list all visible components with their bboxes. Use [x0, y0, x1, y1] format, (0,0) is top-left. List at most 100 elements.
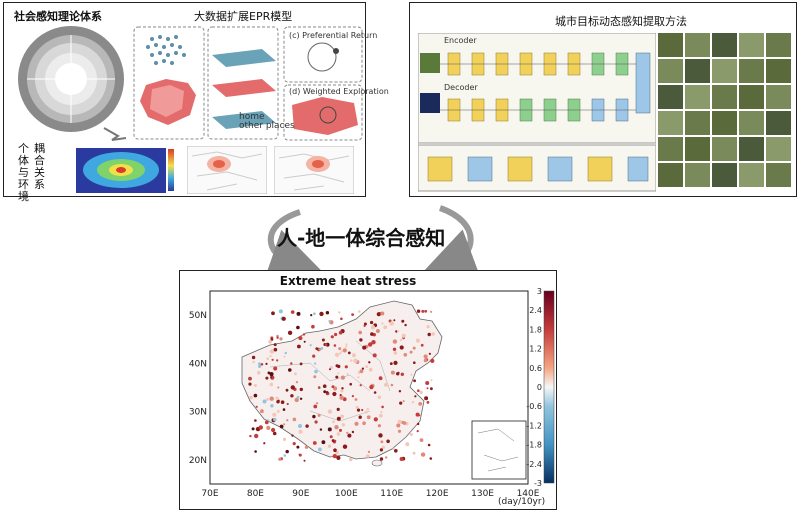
station-dot: [272, 412, 277, 417]
colorbar: [543, 290, 555, 484]
preferential-return-label: (c) Preferential Return: [289, 31, 378, 40]
station-dot: [363, 324, 366, 327]
map-unit-label: (day/10yr): [498, 497, 546, 507]
result-thumbnail: [658, 59, 683, 83]
station-dot: [378, 433, 383, 438]
station-dot: [410, 373, 413, 376]
station-dot: [328, 320, 331, 323]
result-thumbnail: [739, 137, 764, 161]
station-dot: [283, 454, 287, 457]
colorbar-tick-label: 1.8: [529, 325, 542, 334]
station-dot: [399, 345, 404, 350]
density-heatmap-1: [76, 148, 166, 193]
station-dot: [417, 422, 420, 426]
station-dot: [260, 363, 264, 366]
station-dot: [290, 310, 295, 314]
colorbar-tick-label: -3: [534, 479, 542, 488]
legend-other-label: other places: [239, 121, 295, 131]
station-dot: [373, 417, 378, 422]
station-dot: [265, 376, 269, 380]
station-dot: [322, 384, 327, 388]
station-dot: [327, 427, 332, 432]
station-dots: [248, 309, 435, 462]
station-dot: [339, 352, 342, 355]
coupling-label: 耦合关系: [34, 142, 45, 191]
colorbar-ticks: 3 2.4 1.8 1.2 0.6 0 -0.6 -1.2 -1.8 -2.4 -3: [526, 287, 542, 488]
station-dot: [413, 379, 416, 383]
station-dot: [254, 450, 257, 453]
station-dot: [335, 375, 339, 379]
station-dot: [332, 420, 335, 424]
weighted-exploration-label: (d) Weighted Exploration: [289, 87, 389, 96]
station-dot: [258, 425, 263, 430]
station-dot: [340, 414, 344, 419]
station-dot: [366, 415, 371, 420]
station-dot: [339, 428, 342, 432]
result-thumbnail: [712, 163, 737, 187]
station-dot: [358, 330, 362, 335]
station-dot: [273, 417, 277, 422]
result-thumbnail: [739, 59, 764, 83]
station-dot: [249, 395, 253, 400]
station-dot: [368, 367, 373, 372]
station-dot: [430, 310, 433, 313]
station-dot: [273, 347, 278, 352]
station-dot: [321, 338, 325, 342]
station-dot: [420, 343, 424, 347]
station-dot: [347, 433, 352, 438]
station-dot: [292, 442, 296, 446]
china-outline: [241, 300, 443, 460]
x-tick-label: 120E: [426, 489, 449, 499]
station-dot: [296, 445, 300, 449]
result-thumbnail: [658, 33, 683, 57]
station-dot: [370, 332, 374, 336]
station-dot: [314, 362, 317, 365]
station-dot: [249, 434, 252, 438]
station-dot: [332, 391, 337, 397]
station-dot: [260, 409, 264, 414]
station-dot: [399, 457, 404, 461]
station-dot: [421, 309, 425, 313]
station-dot: [371, 340, 376, 345]
station-dot: [381, 322, 384, 325]
station-dot: [304, 445, 309, 449]
station-dot: [389, 362, 393, 365]
station-dot: [312, 441, 317, 445]
y-tick-label: 30N: [189, 408, 207, 418]
station-dot: [312, 414, 316, 419]
station-dot: [393, 351, 398, 355]
station-dot: [284, 351, 287, 355]
result-thumbnail: [766, 111, 791, 135]
epr-model-diagram: [133, 26, 363, 141]
station-dot: [283, 355, 286, 358]
station-dot: [390, 383, 394, 387]
station-dot: [370, 325, 376, 330]
station-dot: [272, 431, 277, 436]
station-dot: [351, 353, 356, 358]
result-thumbnail: [685, 85, 710, 109]
station-dot: [385, 456, 388, 459]
station-dot: [418, 402, 423, 406]
station-dot: [280, 400, 285, 404]
station-dot: [314, 369, 318, 374]
epr-model-title: 大数据扩展EPR模型: [194, 10, 293, 23]
station-dot: [424, 309, 428, 313]
result-thumbnail: [712, 111, 737, 135]
station-dot: [296, 395, 300, 399]
station-dot: [344, 365, 348, 369]
station-dot: [309, 344, 312, 347]
decoder-label: Decoder: [444, 83, 478, 92]
station-dot: [341, 423, 346, 427]
station-dot: [380, 311, 385, 316]
station-dot: [396, 372, 400, 376]
station-dot: [297, 344, 301, 349]
station-dot: [266, 425, 271, 430]
station-dot: [358, 415, 362, 419]
station-dot: [269, 396, 274, 401]
station-dot: [335, 364, 339, 368]
station-dot: [325, 311, 330, 315]
station-dot: [417, 389, 420, 392]
station-dot: [332, 454, 337, 459]
station-dot: [255, 405, 258, 408]
urban-extraction-title: 城市目标动态感知提取方法: [555, 15, 687, 28]
